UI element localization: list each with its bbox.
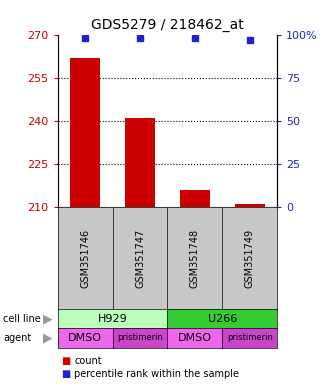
- Text: ■: ■: [61, 369, 70, 379]
- Bar: [70, 58, 100, 207]
- Text: H929: H929: [98, 314, 127, 324]
- Text: count: count: [74, 356, 102, 366]
- Text: GSM351747: GSM351747: [135, 228, 145, 288]
- Text: DMSO: DMSO: [178, 333, 212, 343]
- Bar: [180, 190, 210, 207]
- Text: ▶: ▶: [43, 331, 53, 344]
- Text: U266: U266: [208, 314, 237, 324]
- Text: GSM351748: GSM351748: [190, 229, 200, 288]
- Text: GSM351749: GSM351749: [245, 229, 255, 288]
- Text: pristimerin: pristimerin: [117, 333, 163, 343]
- Text: ▶: ▶: [43, 312, 53, 325]
- Text: ■: ■: [61, 356, 70, 366]
- Text: agent: agent: [3, 333, 32, 343]
- Text: DMSO: DMSO: [68, 333, 102, 343]
- Bar: [235, 205, 265, 207]
- Text: GSM351746: GSM351746: [80, 229, 90, 288]
- Text: percentile rank within the sample: percentile rank within the sample: [74, 369, 239, 379]
- Text: cell line: cell line: [3, 314, 41, 324]
- Text: pristimerin: pristimerin: [227, 333, 273, 343]
- Title: GDS5279 / 218462_at: GDS5279 / 218462_at: [91, 18, 244, 32]
- Bar: [125, 118, 155, 207]
